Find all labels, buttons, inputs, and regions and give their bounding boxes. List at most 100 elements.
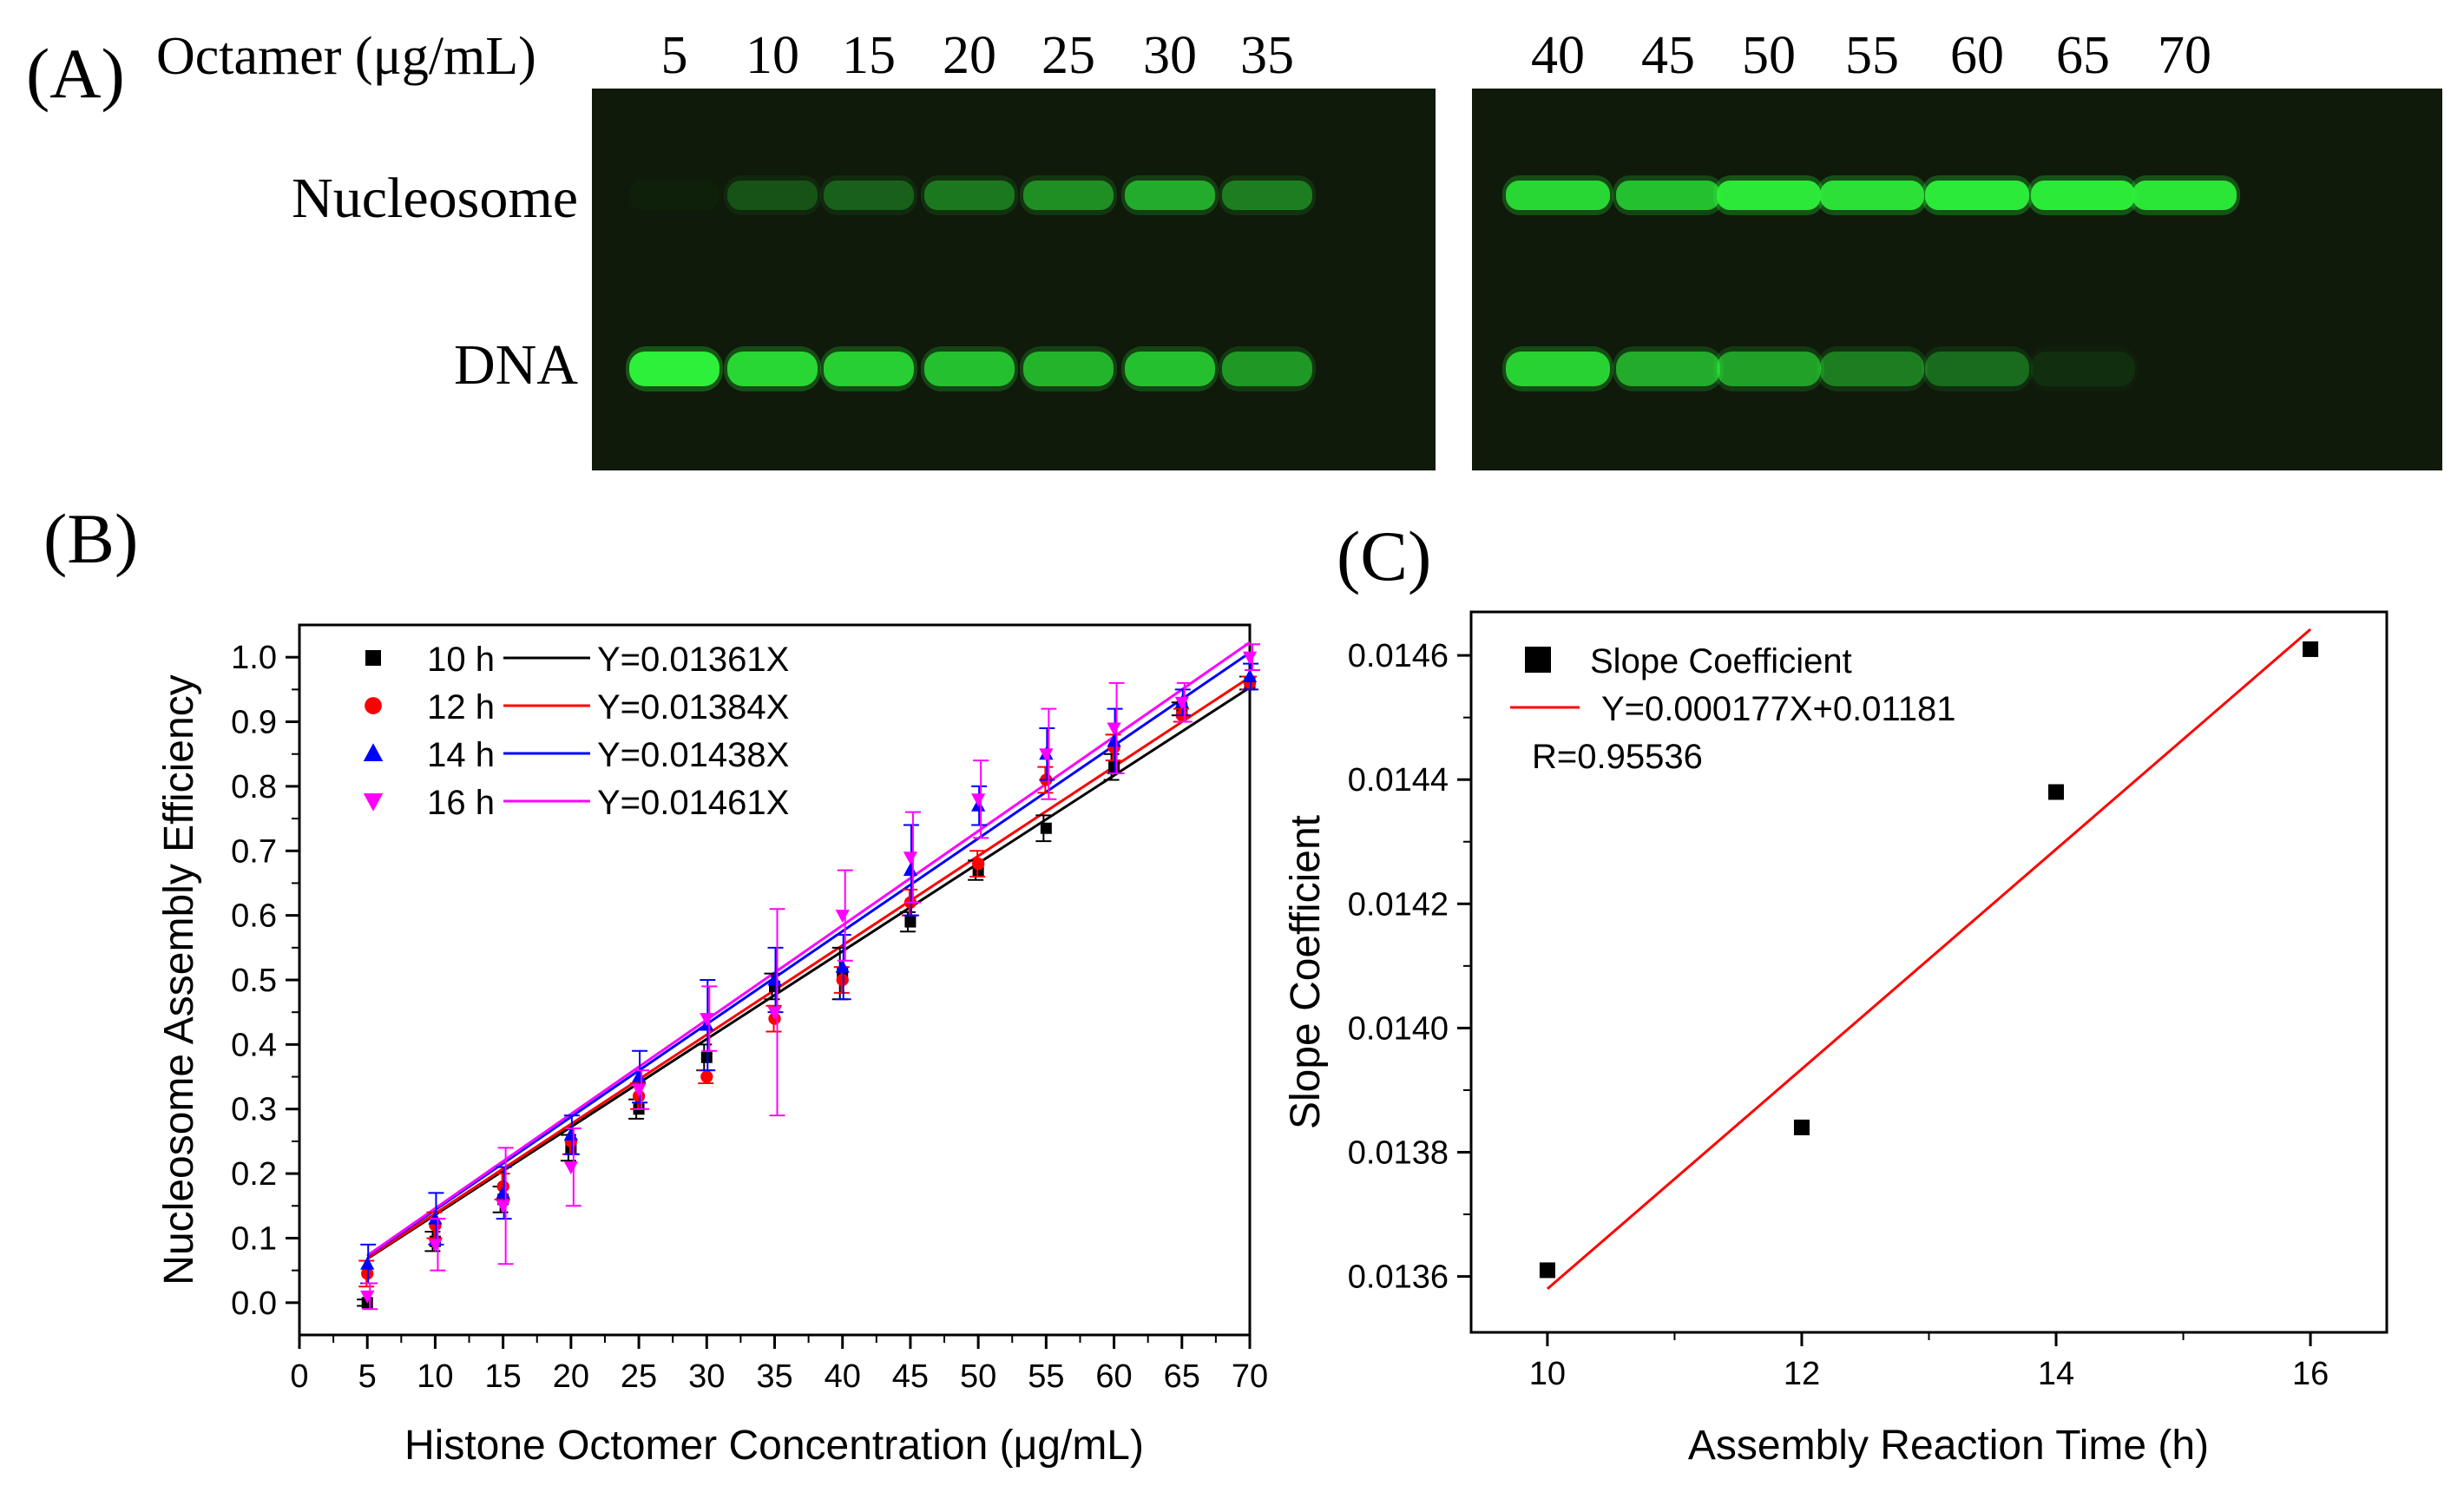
panel-c-legend: Slope Coefficient Y=0.000177X+0.01181 R=0.…	[1510, 642, 1956, 776]
fit-line-16h	[366, 641, 1251, 1257]
lane-label: 45	[1641, 26, 1695, 85]
data-point	[903, 851, 918, 865]
gel-bands	[626, 175, 2240, 391]
band-glow	[1020, 175, 1117, 215]
legend-fit-label: Y=0.01438X	[597, 736, 789, 774]
panel-c-axes: 10 12 14 16 0.0136 0.0138 0.0140 0.0142 0.0144 0.…	[1348, 638, 2329, 1392]
data-point	[631, 1083, 647, 1097]
y-tick-label: 0.1	[231, 1220, 277, 1257]
lane-label: 70	[2158, 26, 2211, 85]
data-point	[1242, 669, 1258, 682]
x-tick-label: 30	[688, 1358, 725, 1395]
band-core	[1125, 181, 1215, 210]
y-tick-label: 0.0136	[1348, 1259, 1449, 1296]
panel-a-gel: (A) Octamer (μg/mL) Nucleosome DNA 5 10 15…	[26, 26, 2442, 470]
y-tick-label: 0.0138	[1348, 1135, 1449, 1172]
band-core	[2031, 181, 2135, 210]
band-glow	[1922, 346, 2033, 391]
x-tick-label: 45	[892, 1358, 929, 1395]
data-point	[1793, 1119, 1810, 1135]
panel-c-fit-line	[1546, 628, 2312, 1291]
y-tick-label: 0.0146	[1348, 638, 1449, 674]
nucleosome-band	[1922, 175, 2033, 215]
data-point	[700, 1070, 713, 1083]
band-glow	[820, 175, 917, 215]
panel-a-label: (A)	[26, 34, 125, 113]
data-point	[1242, 651, 1258, 665]
data-point	[1174, 696, 1189, 710]
legend-series-label: 16 h	[427, 784, 495, 822]
lane-label: 35	[1240, 26, 1294, 85]
lane-label: 20	[943, 26, 996, 85]
band-core	[824, 352, 914, 386]
y-tick-label: 0.0140	[1348, 1010, 1449, 1047]
panel-c-label: (C)	[1337, 516, 1431, 595]
x-tick-label: 14	[2038, 1356, 2074, 1392]
band-core	[1506, 352, 1610, 386]
legend-series-label: 10 h	[427, 641, 495, 679]
nucleosome-band	[1502, 175, 1613, 215]
band-core	[1125, 352, 1215, 386]
y-tick-label: 0.0142	[1348, 886, 1449, 923]
panel-b-axes: 0 5 10 15 20 25 30 35 40 45 50 55 60 65 70 0.0 0.1 0.2 0.3…	[231, 640, 1268, 1395]
data-point	[1039, 748, 1054, 762]
band-core	[1023, 181, 1114, 210]
data-point	[2303, 641, 2319, 657]
x-tick-label: 55	[1028, 1358, 1064, 1395]
data-point	[563, 1161, 578, 1175]
legend-fit-label: Y=0.01461X	[597, 784, 789, 822]
y-tick-label: 0.0144	[1348, 762, 1449, 799]
legend-fit-label: Y=0.000177X+0.01181	[1601, 690, 1956, 728]
nucleosome-band	[626, 175, 723, 215]
x-tick-label: 5	[358, 1358, 377, 1395]
data-point	[428, 1239, 443, 1252]
y-tick-label: 0.5	[231, 963, 277, 999]
lane-label: 60	[1950, 26, 2004, 85]
lane-label: 50	[1742, 26, 1796, 85]
nucleosome-band	[1713, 175, 1824, 215]
band-core	[924, 352, 1015, 386]
band-core	[727, 181, 818, 210]
x-tick-label: 60	[1095, 1358, 1132, 1395]
data-point	[903, 863, 918, 877]
data-point	[1107, 733, 1121, 747]
dna-band	[1121, 346, 1219, 391]
band-core	[1925, 352, 2029, 386]
dna-band	[921, 346, 1018, 391]
dna-band	[1817, 346, 1928, 391]
panel-b-y-axis-title: Nucleosome Assembly Efficiency	[156, 674, 202, 1285]
dna-band-label: DNA	[454, 333, 578, 397]
dna-band	[1219, 346, 1316, 391]
legend-marker	[365, 650, 381, 666]
data-point	[836, 973, 849, 987]
x-tick-label: 40	[825, 1358, 861, 1395]
x-tick-label: 70	[1232, 1358, 1268, 1395]
data-point	[971, 793, 986, 807]
data-point	[1539, 1262, 1555, 1279]
dna-band	[724, 346, 821, 391]
data-point	[835, 959, 850, 973]
data-point	[360, 1256, 375, 1270]
dna-band	[1613, 346, 1724, 391]
data-point	[971, 857, 985, 871]
legend-marker	[363, 793, 384, 812]
band-core	[1616, 181, 1720, 210]
octamer-row-title: Octamer (μg/mL)	[156, 27, 536, 86]
data-point	[767, 972, 782, 986]
x-tick-label: 15	[485, 1358, 522, 1395]
legend-series-label: 14 h	[427, 736, 495, 774]
fit-line-12h	[366, 675, 1251, 1259]
panel-b-fit-lines	[366, 641, 1251, 1260]
panel-c-x-axis-title: Assembly Reaction Time (h)	[1688, 1423, 2209, 1469]
data-point	[563, 1128, 578, 1141]
panel-b-label: (B)	[43, 499, 138, 578]
legend-marker	[365, 697, 382, 714]
lane-label: 30	[1143, 26, 1197, 85]
lane-label: 40	[1531, 26, 1585, 85]
dna-band	[1502, 346, 1613, 391]
x-tick-label: 16	[2292, 1356, 2329, 1392]
band-core	[727, 352, 818, 386]
band-core	[1820, 352, 1924, 386]
legend-marker	[1525, 647, 1551, 673]
gel-left	[592, 89, 1436, 470]
